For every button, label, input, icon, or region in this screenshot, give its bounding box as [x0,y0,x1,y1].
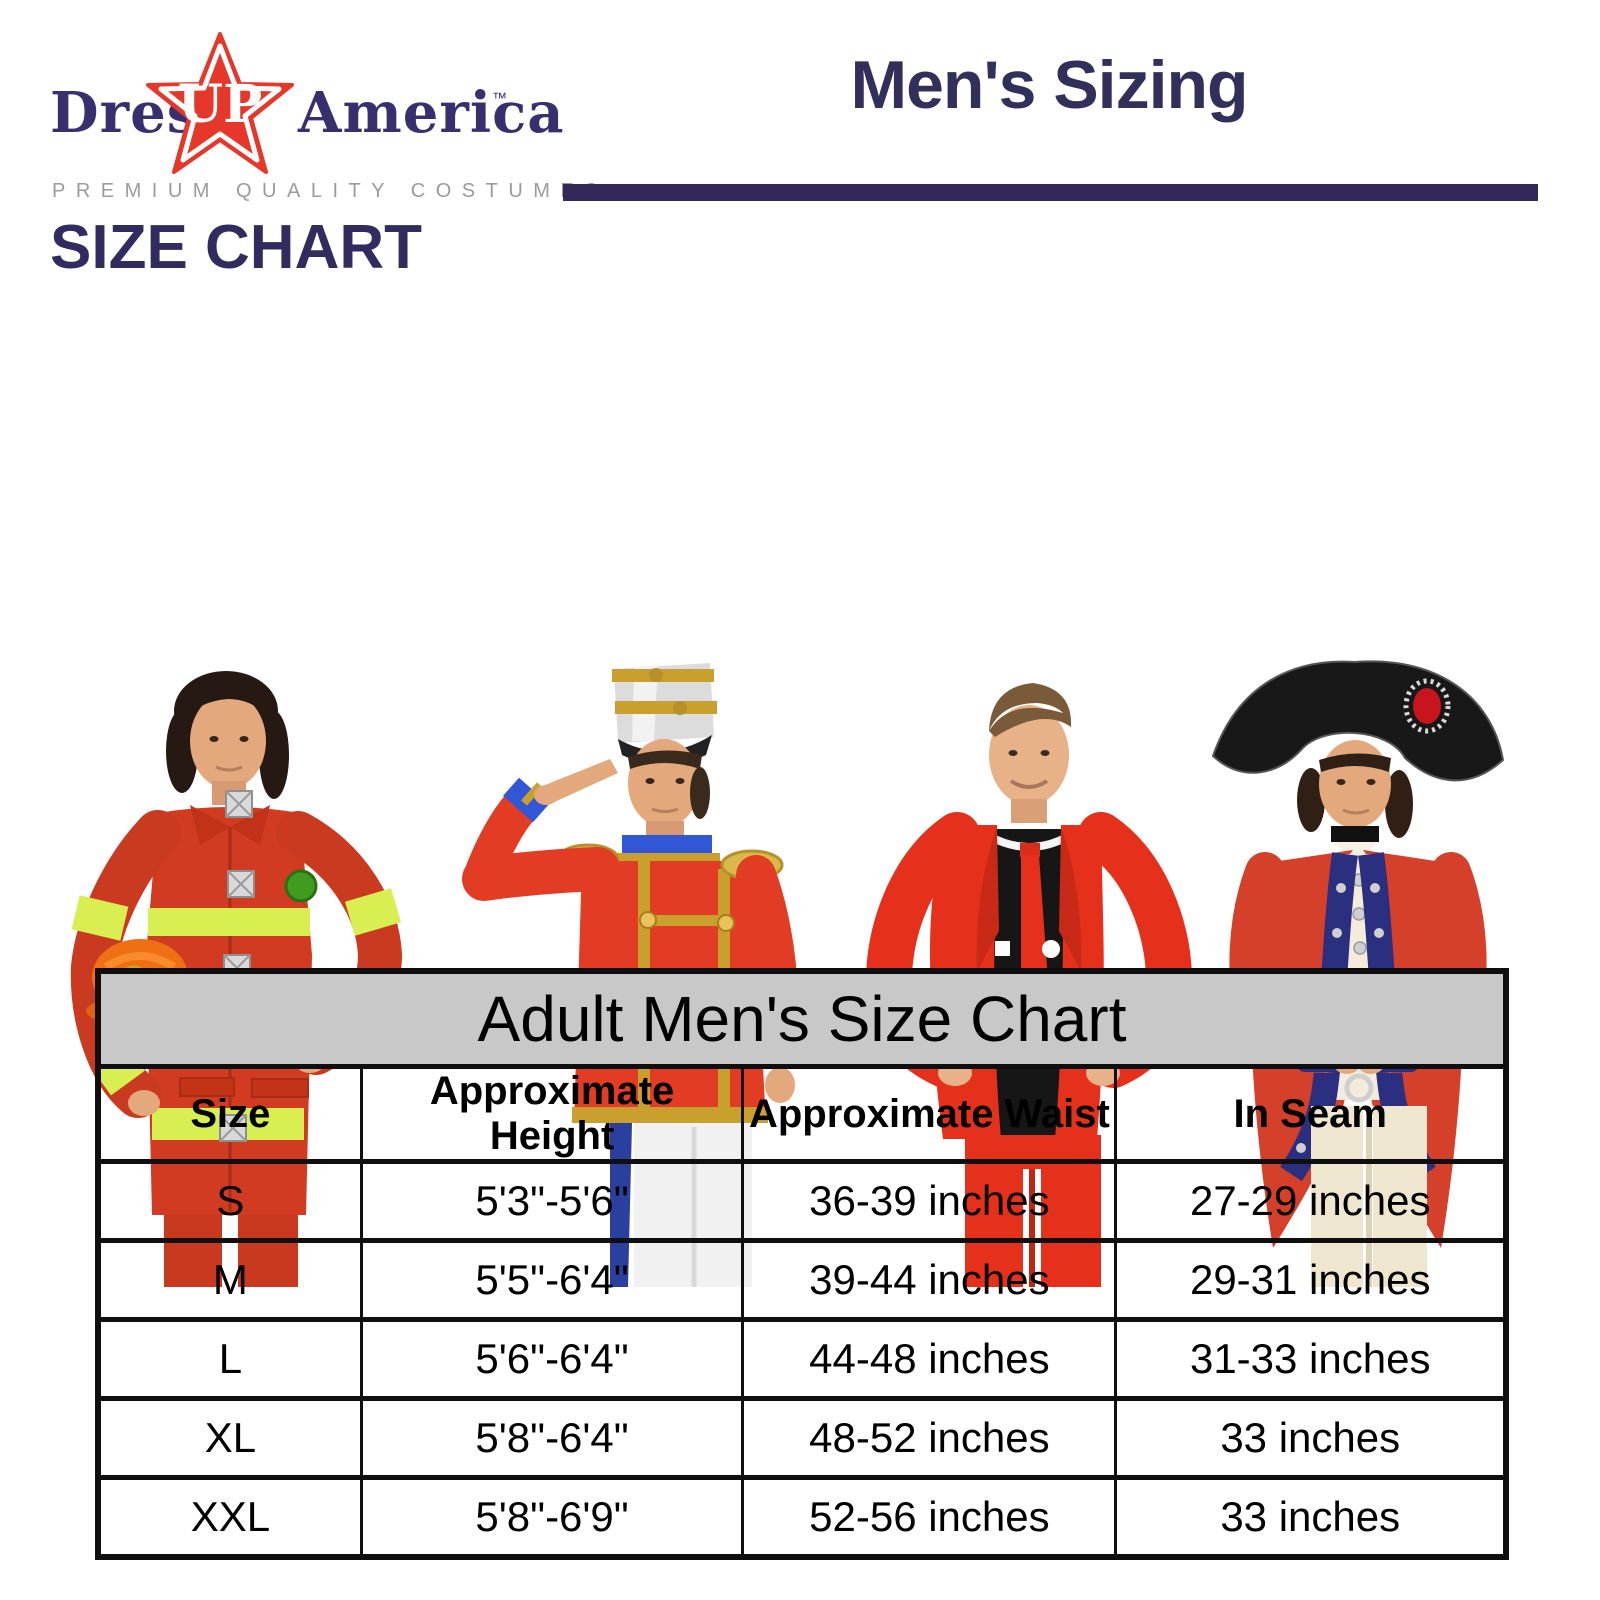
table-row-xl: XL 5'8"-6'4" 48-52 inches 33 inches [96,1396,1508,1479]
logo-text-up: UP [178,74,262,135]
inseam-cell: 27-29 inches [1114,1159,1508,1242]
title-underline-bar [563,184,1538,201]
waist-cell: 52-56 inches [741,1475,1118,1559]
height-cell: 5'8"-6'4" [359,1396,745,1479]
height-cell: 5'3"-5'6" [359,1159,745,1242]
table-title: Adult Men's Size Chart [96,969,1508,1069]
table-header-row: Size Approximate Height Approximate Wais… [96,1065,1508,1164]
table-row-xxl: XXL 5'8"-6'9" 52-56 inches 33 inches [96,1475,1508,1559]
size-table: Adult Men's Size Chart Size Approximate … [95,968,1509,1560]
brand-tagline: PREMIUM QUALITY COSTUMES [52,180,609,202]
height-cell: 5'8"-6'9" [359,1475,745,1559]
table-row-l: L 5'6"-6'4" 44-48 inches 31-33 inches [96,1317,1508,1400]
size-cell: XL [96,1396,363,1479]
logo-text-america: America [298,80,565,146]
column-header-size: Size [96,1065,363,1164]
size-chart-heading: SIZE CHART [50,213,422,282]
table-row-s: S 5'3"-5'6" 36-39 inches 27-29 inches [96,1159,1508,1242]
logo-star-icon: UP [146,32,294,174]
column-header-height: Approximate Height [359,1065,745,1164]
height-cell: 5'5"-6'4" [359,1238,745,1321]
column-header-waist: Approximate Waist [741,1065,1118,1164]
costume-photos [0,320,1600,1287]
waist-cell: 48-52 inches [741,1396,1118,1479]
column-header-inseam: In Seam [1114,1065,1508,1164]
inseam-cell: 29-31 inches [1114,1238,1508,1321]
table-row-m: M 5'5"-6'4" 39-44 inches 29-31 inches [96,1238,1508,1321]
inseam-cell: 31-33 inches [1114,1317,1508,1400]
waist-cell: 44-48 inches [741,1317,1118,1400]
page-title: Men's Sizing [850,47,1248,123]
table-title-row: Adult Men's Size Chart [96,969,1508,1069]
waist-cell: 36-39 inches [741,1159,1118,1242]
inseam-cell: 33 inches [1114,1475,1508,1559]
size-cell: L [96,1317,363,1400]
size-cell: XXL [96,1475,363,1559]
height-cell: 5'6"-6'4" [359,1317,745,1400]
inseam-cell: 33 inches [1114,1396,1508,1479]
logo-row: Dress UP America ™ [50,28,564,178]
size-cell: S [96,1159,363,1242]
waist-cell: 39-44 inches [741,1238,1118,1321]
brand-logo: Dress UP America ™ PREMIUM QUALITY COSTU… [50,28,609,282]
size-cell: M [96,1238,363,1321]
trademark-symbol: ™ [492,90,507,107]
